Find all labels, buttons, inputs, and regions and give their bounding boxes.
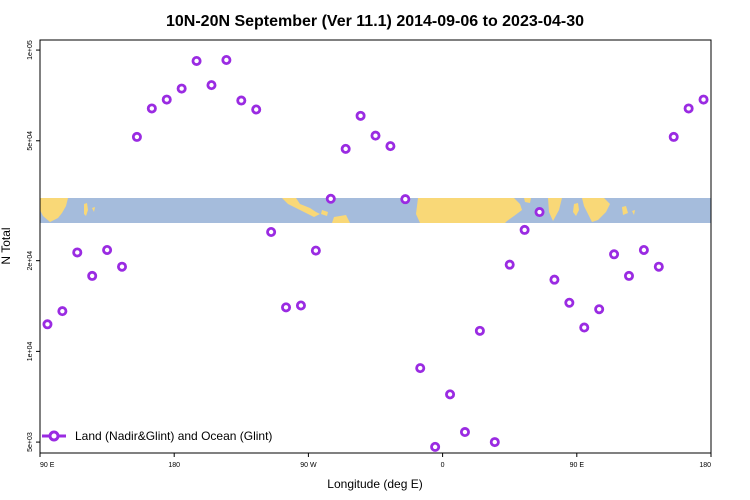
y-tick-label: 5e+03 [27,432,34,452]
land-shape [321,210,328,216]
data-point [57,306,68,317]
land-shape [282,198,320,217]
x-tick-label: 90 W [300,462,317,469]
x-tick-label: 90 E [40,462,55,469]
data-point [564,297,575,308]
data-point [295,300,306,311]
data-point [683,103,694,114]
data-point [594,304,605,315]
data-point [310,245,321,256]
data-point [340,143,351,154]
data-point [117,261,128,272]
data-points [42,54,709,452]
data-point [370,130,381,141]
x-tick-label: 0 [441,462,445,469]
land-shape [622,206,628,215]
x-axis-label: Longitude (deg E) [327,477,422,491]
data-point [534,207,545,218]
y-tick-label: 1e+05 [27,40,34,60]
land-shape [416,198,522,223]
x-tick-label: 180 [168,462,180,469]
ocean-band [40,198,711,223]
data-point [609,249,620,260]
plot-frame [39,39,712,454]
data-point [146,103,157,114]
x-tick-label: 90 E [570,462,585,469]
data-point [325,193,336,204]
land-shape [524,198,531,203]
land-shape [548,198,562,221]
data-point [430,441,441,452]
data-point [489,437,500,448]
data-point [281,302,292,313]
data-point [579,322,590,333]
data-point [445,389,456,400]
data-point [87,270,98,281]
data-point [236,95,247,106]
chart-title: 10N-20N September (Ver 11.1) 2014-09-06 … [166,13,584,30]
y-tick-label: 5e+04 [27,131,34,151]
data-point [668,131,679,142]
data-point [191,55,202,66]
data-point [355,110,366,121]
data-point [251,104,262,115]
land-shape [632,210,635,215]
land-shape [40,198,68,222]
land-shape [332,215,350,223]
data-point [623,270,634,281]
data-point [42,319,53,330]
x-tick-label: 180 [699,462,711,469]
data-point [102,245,113,256]
data-point [653,261,664,272]
y-axis: 5e+03 1e+04 2e+04 5e+04 1e+05 [27,40,40,452]
land-shape [573,203,579,216]
data-point [504,259,515,270]
data-point [72,247,83,258]
legend-marker-icon [48,430,60,442]
data-point [221,54,232,65]
legend-label: Land (Nadir&Glint) and Ocean (Glint) [75,429,272,443]
y-axis-label: N Total [0,227,13,264]
y-tick-label: 1e+04 [27,341,34,361]
data-point [519,224,530,235]
data-point [474,325,485,336]
data-point [400,194,411,205]
data-point [266,227,277,238]
data-point [698,94,709,105]
land-shape [84,203,88,216]
data-point [638,245,649,256]
data-point [415,363,426,374]
land-shape [92,207,95,212]
world-map-band [40,198,711,223]
land-shape [582,198,610,222]
data-point [206,80,217,91]
data-point [176,83,187,94]
y-tick-label: 2e+04 [27,251,34,271]
data-point [385,141,396,152]
data-point [131,131,142,142]
legend: Land (Nadir&Glint) and Ocean (Glint) [42,429,272,443]
data-point [549,274,560,285]
x-axis: 90 E 180 90 W 0 90 E 180 [39,453,712,469]
data-point [161,94,172,105]
data-point [459,427,470,438]
